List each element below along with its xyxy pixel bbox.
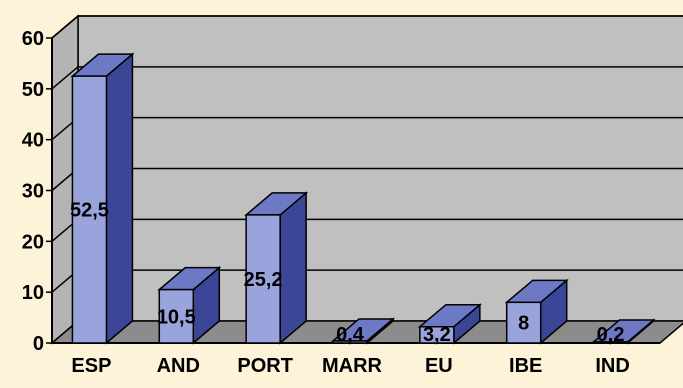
bar-and xyxy=(158,288,195,344)
bar-and-value-label: 10,5 xyxy=(157,306,196,328)
y-tick-label: 60 xyxy=(22,28,44,50)
x-tick-label: PORT xyxy=(237,355,293,377)
x-tick-label: IBE xyxy=(509,355,542,377)
bar-port-side xyxy=(279,191,307,345)
bar-port xyxy=(245,214,281,344)
y-tick-label: 10 xyxy=(22,282,44,304)
y-tick-label: 0 xyxy=(33,333,44,355)
bar-esp xyxy=(71,75,108,344)
gridline-depth xyxy=(51,66,79,90)
x-tick-label: IND xyxy=(595,355,629,377)
y-tick-label: 40 xyxy=(22,130,44,152)
bar-marr xyxy=(332,340,368,344)
y-tick-label: 30 xyxy=(22,181,44,203)
bar-ind-value-label: 0,2 xyxy=(597,324,625,346)
y-tick-label: 50 xyxy=(22,79,44,101)
bar-ibe-value-label: 8 xyxy=(518,313,529,335)
bar-port-value-label: 25,2 xyxy=(244,269,283,291)
x-tick-label: EU xyxy=(425,355,453,377)
x-tick-label: ESP xyxy=(71,355,111,377)
x-tick-label: AND xyxy=(157,355,200,377)
gridline-depth xyxy=(51,15,79,39)
bar-ind xyxy=(592,341,629,344)
x-tick-label: MARR xyxy=(322,355,383,377)
bar-esp-side xyxy=(105,52,134,345)
bar-eu xyxy=(419,325,455,344)
bar-esp-value-label: 52,5 xyxy=(70,200,109,222)
bar-eu-value-label: 3,2 xyxy=(423,324,451,346)
y-tick-label: 20 xyxy=(22,231,44,253)
bar-marr-value-label: 0,4 xyxy=(336,324,365,346)
bar-ibe xyxy=(505,301,542,344)
